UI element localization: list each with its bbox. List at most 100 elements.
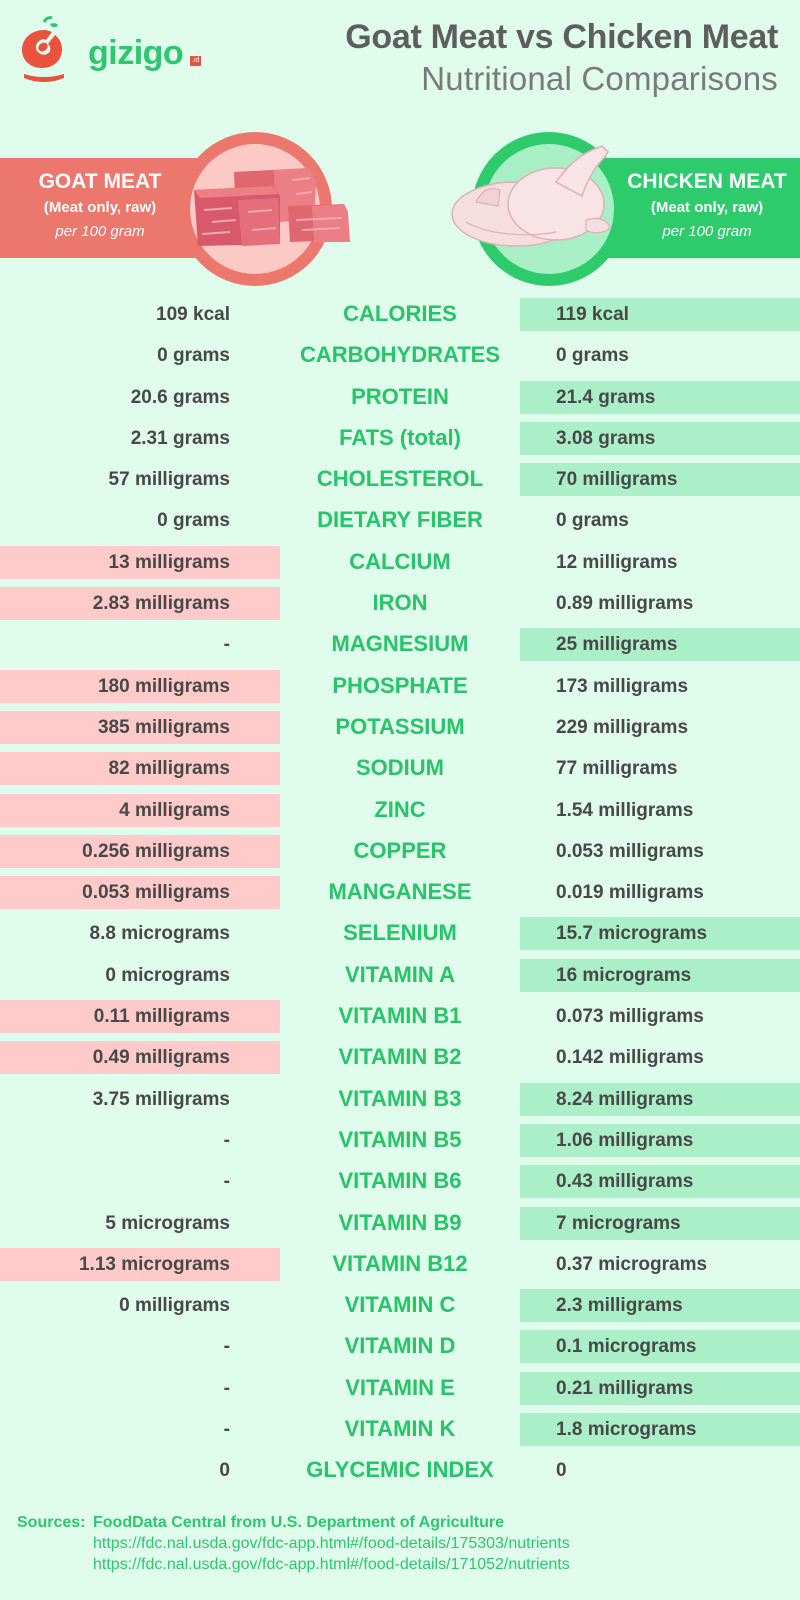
- table-row: 2.83 milligrams IRON 0.89 milligrams: [0, 583, 800, 624]
- goat-value: 0: [219, 1460, 230, 1482]
- goat-value: -: [223, 1419, 230, 1441]
- goat-value: 0.49 milligrams: [0, 1041, 280, 1075]
- nutrient-label: VITAMIN K: [344, 1416, 456, 1442]
- nutrient-label: VITAMIN D: [344, 1333, 456, 1359]
- chicken-per: per 100 gram: [662, 223, 752, 240]
- nutrient-label: POTASSIUM: [335, 713, 465, 739]
- table-row: 20.6 grams PROTEIN 21.4 grams: [0, 377, 800, 418]
- nutrient-label: VITAMIN B3: [338, 1085, 462, 1111]
- chicken-title: CHICKEN MEAT: [627, 170, 787, 193]
- chicken-value: 70 milligrams: [520, 463, 800, 497]
- table-row: 180 milligrams PHOSPHATE 173 milligrams: [0, 666, 800, 707]
- nutrient-label: GLYCEMIC INDEX: [306, 1457, 494, 1483]
- goat-value: 0 grams: [157, 510, 230, 532]
- brand-name: gizigo: [88, 34, 184, 72]
- nutrient-label: VITAMIN B9: [338, 1209, 462, 1235]
- chicken-value: 0.142 milligrams: [556, 1047, 704, 1069]
- nutrient-label: SODIUM: [356, 755, 444, 781]
- goat-value: 8.8 micrograms: [89, 923, 230, 945]
- goat-value: 5 micrograms: [105, 1212, 230, 1234]
- nutrient-label: VITAMIN B2: [338, 1044, 462, 1070]
- table-row: - MAGNESIUM 25 milligrams: [0, 624, 800, 665]
- chicken-value: 1.8 micrograms: [520, 1413, 800, 1447]
- page-title: Goat Meat vs Chicken Meat: [345, 18, 778, 56]
- goat-value: 0 grams: [157, 345, 230, 367]
- goat-value: -: [223, 1377, 230, 1399]
- nutrient-label: MANGANESE: [328, 879, 472, 905]
- nutrient-label: CALORIES: [343, 301, 457, 326]
- table-row: 385 milligrams POTASSIUM 229 milligrams: [0, 707, 800, 748]
- nutrient-label: ZINC: [374, 796, 426, 822]
- chicken-value: 0 grams: [556, 510, 629, 532]
- goat-value: -: [223, 1171, 230, 1193]
- goat-value: 2.31 grams: [130, 427, 230, 449]
- chicken-value: 12 milligrams: [556, 551, 678, 573]
- table-row: 0.11 milligrams VITAMIN B1 0.073 milligram…: [0, 996, 800, 1037]
- table-row: 109 kcal CALORIES 119 kcal: [0, 294, 800, 335]
- source-url-goat[interactable]: https://fdc.nal.usda.gov/fdc-app.html#/f…: [93, 1535, 570, 1552]
- goat-subtitle: (Meat only, raw): [43, 199, 157, 216]
- nutrient-label: CARBOHYDRATES: [299, 342, 501, 368]
- apple-spoon-icon: [22, 16, 64, 82]
- goat-header: GOAT MEAT (Meat only, raw) per 100 gram: [0, 168, 200, 244]
- chicken-value: 7 micrograms: [520, 1206, 800, 1240]
- sources-main: FoodData Central from U.S. Department of…: [93, 1514, 504, 1531]
- nutrition-table: 109 kcal CALORIES 119 kcal 0 grams CARBOHYDR…: [0, 294, 800, 1492]
- chicken-value: 173 milligrams: [556, 675, 689, 697]
- source-url-chicken[interactable]: https://fdc.nal.usda.gov/fdc-app.html#/f…: [93, 1556, 570, 1573]
- chicken-header: CHICKEN MEAT (Meat only, raw) per 100 gr…: [607, 168, 800, 244]
- table-row: 0.256 milligrams COPPER 0.053 milligrams: [0, 831, 800, 872]
- nutrient-label: VITAMIN B1: [338, 1003, 462, 1029]
- goat-title: GOAT MEAT: [38, 170, 162, 193]
- chicken-value: 0: [556, 1460, 567, 1482]
- table-row: 0 grams DIETARY FIBER 0 grams: [0, 500, 800, 541]
- chicken-value: 0.43 milligrams: [520, 1165, 800, 1199]
- goat-value: 109 kcal: [156, 304, 230, 325]
- goat-value: 180 milligrams: [0, 669, 280, 703]
- table-row: - VITAMIN B5 1.06 milligrams: [0, 1120, 800, 1161]
- table-row: 4 milligrams ZINC 1.54 milligrams: [0, 790, 800, 831]
- goat-per: per 100 gram: [55, 223, 145, 240]
- table-row: 13 milligrams CALCIUM 12 milligrams: [0, 542, 800, 583]
- table-row: - VITAMIN D 0.1 micrograms: [0, 1326, 800, 1367]
- chicken-value: 0.21 milligrams: [520, 1371, 800, 1405]
- nutrient-label: CALCIUM: [349, 548, 451, 574]
- chicken-value: 15.7 micrograms: [520, 917, 800, 951]
- goat-value: 3.75 milligrams: [92, 1088, 230, 1110]
- brand-logo: gizigo .id: [18, 16, 208, 86]
- goat-meat-illustration: [194, 168, 350, 246]
- nutrient-label: PROTEIN: [351, 383, 449, 409]
- goat-value: 4 milligrams: [0, 793, 280, 827]
- nutrient-label: COPPER: [353, 837, 447, 863]
- chicken-value: 8.24 milligrams: [520, 1082, 800, 1116]
- nutrient-label: DIETARY FIBER: [317, 507, 483, 533]
- table-row: 1.13 micrograms VITAMIN B12 0.37 microgram…: [0, 1244, 800, 1285]
- table-row: - VITAMIN E 0.21 milligrams: [0, 1368, 800, 1409]
- chicken-value: 3.08 grams: [520, 421, 800, 455]
- table-row: 0 GLYCEMIC INDEX 0: [0, 1450, 800, 1491]
- goat-value: 0 micrograms: [105, 964, 230, 986]
- goat-value: -: [223, 634, 230, 656]
- table-row: 82 milligrams SODIUM 77 milligrams: [0, 748, 800, 789]
- goat-value: 385 milligrams: [0, 710, 280, 744]
- table-row: 5 micrograms VITAMIN B9 7 micrograms: [0, 1203, 800, 1244]
- nutrient-label: PHOSPHATE: [332, 672, 468, 698]
- nutrient-label: VITAMIN E: [345, 1374, 455, 1400]
- table-row: 8.8 micrograms SELENIUM 15.7 micrograms: [0, 913, 800, 954]
- goat-value: -: [223, 1336, 230, 1358]
- goat-value: 1.13 micrograms: [0, 1247, 280, 1281]
- goat-value: 2.83 milligrams: [0, 587, 280, 621]
- chicken-value: 0.073 milligrams: [556, 1006, 704, 1028]
- goat-value: 0.11 milligrams: [0, 1000, 280, 1034]
- table-row: 2.31 grams FATS (total) 3.08 grams: [0, 418, 800, 459]
- chicken-value: 16 micrograms: [520, 958, 800, 992]
- chicken-subtitle: (Meat only, raw): [650, 199, 764, 216]
- goat-value: 57 milligrams: [108, 469, 230, 491]
- nutrient-label: VITAMIN B5: [338, 1126, 462, 1152]
- chicken-value: 1.06 milligrams: [520, 1123, 800, 1157]
- nutrient-label: SELENIUM: [343, 920, 457, 946]
- nutrient-label: IRON: [372, 590, 428, 616]
- goat-value: 0.053 milligrams: [0, 876, 280, 910]
- table-row: - VITAMIN B6 0.43 milligrams: [0, 1161, 800, 1202]
- table-row: 0 grams CARBOHYDRATES 0 grams: [0, 335, 800, 376]
